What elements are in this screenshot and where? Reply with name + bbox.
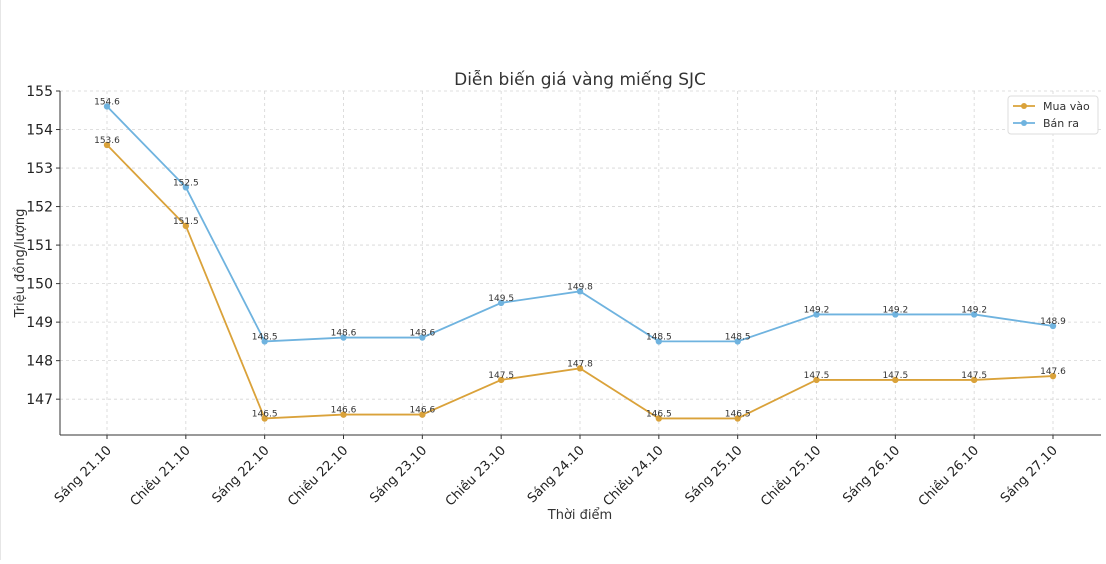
- data-label: 146.5: [252, 409, 278, 419]
- chart-title: Diễn biến giá vàng miếng SJC: [454, 69, 706, 90]
- data-label: 149.2: [882, 305, 908, 315]
- data-point: [734, 338, 741, 345]
- x-tick-label: Chiều 26.10: [916, 443, 982, 509]
- y-tick-label: 149: [26, 315, 53, 331]
- data-label: 152.5: [173, 178, 199, 188]
- data-point: [182, 184, 190, 191]
- data-point: [970, 311, 978, 318]
- data-label: 148.6: [331, 329, 357, 339]
- data-point: [419, 411, 426, 418]
- data-label: 148.9: [1040, 317, 1066, 327]
- data-point: [655, 338, 663, 345]
- data-point: [419, 334, 426, 341]
- x-tick-label: Sáng 26.10: [840, 443, 903, 506]
- data-point: [970, 376, 978, 384]
- data-point: [892, 376, 899, 384]
- x-tick-label: Chiều 22.10: [285, 443, 351, 509]
- x-tick-label: Sáng 21.10: [52, 443, 115, 506]
- data-point: [734, 415, 741, 422]
- data-label: 147.8: [567, 359, 593, 369]
- x-tick-label: Sáng 22.10: [210, 443, 273, 506]
- data-label: 149.8: [567, 282, 593, 292]
- legend-marker: [1021, 103, 1027, 109]
- y-tick-label: 148: [26, 354, 53, 370]
- data-label: 154.6: [94, 97, 120, 107]
- y-tick-label: 152: [26, 200, 53, 216]
- data-point: [182, 222, 190, 230]
- data-point: [261, 415, 268, 422]
- x-tick-label: Sáng 25.10: [683, 443, 746, 506]
- legend-label: Bán ra: [1043, 117, 1079, 130]
- data-point: [261, 338, 268, 345]
- data-label: 148.5: [252, 332, 278, 342]
- legend: Mua vào Bán ra: [1007, 95, 1099, 135]
- data-point: [813, 311, 820, 318]
- legend-label: Mua vào: [1043, 100, 1090, 113]
- data-label: 149.2: [804, 305, 830, 315]
- y-tick-label: 151: [26, 238, 53, 254]
- data-label: 147.6: [1040, 367, 1066, 377]
- data-label: 146.5: [646, 409, 672, 419]
- x-tick-label: Sáng 23.10: [367, 443, 430, 506]
- data-label: 148.5: [725, 332, 751, 342]
- data-point: [103, 103, 111, 110]
- data-point: [655, 415, 663, 422]
- x-tick-label: Chiều 24.10: [601, 443, 667, 509]
- data-label: 146.5: [725, 409, 751, 419]
- legend-marker: [1021, 120, 1027, 126]
- data-point: [892, 311, 899, 318]
- y-tick-label: 154: [26, 123, 53, 139]
- data-label: 153.6: [94, 136, 120, 146]
- y-axis-label: Triệu đồng/lượng: [13, 209, 28, 319]
- x-tick-label: Chiều 25.10: [758, 443, 824, 509]
- y-tick-label: 150: [26, 277, 53, 293]
- x-tick-label: Sáng 27.10: [998, 443, 1061, 506]
- data-point: [497, 299, 505, 307]
- data-point: [576, 288, 584, 295]
- data-label: 147.5: [488, 371, 514, 381]
- data-label: 149.2: [961, 305, 987, 315]
- data-label: 148.6: [409, 329, 435, 339]
- data-label: 146.6: [409, 406, 435, 416]
- data-label: 148.5: [646, 332, 672, 342]
- data-point: [813, 376, 820, 384]
- x-tick-label: Chiều 21.10: [128, 443, 194, 509]
- data-label: 147.5: [804, 371, 830, 381]
- y-tick-label: 153: [26, 161, 53, 177]
- data-point: [340, 411, 347, 418]
- data-label: 146.6: [331, 406, 357, 416]
- x-tick-label: Chiều 23.10: [443, 443, 509, 509]
- data-label: 151.5: [173, 217, 199, 227]
- data-point: [497, 376, 505, 384]
- x-axis-label: Thời điểm: [547, 508, 612, 523]
- data-point: [340, 334, 347, 341]
- data-label: 147.5: [961, 371, 987, 381]
- data-point: [576, 365, 584, 372]
- y-tick-label: 147: [26, 392, 53, 408]
- data-point: [1049, 322, 1057, 330]
- x-tick-label: Sáng 24.10: [525, 443, 588, 506]
- y-tick-label: 155: [26, 84, 53, 100]
- data-label: 149.5: [488, 294, 514, 304]
- data-point: [103, 141, 111, 149]
- data-label: 147.5: [882, 371, 908, 381]
- data-point: [1049, 372, 1057, 380]
